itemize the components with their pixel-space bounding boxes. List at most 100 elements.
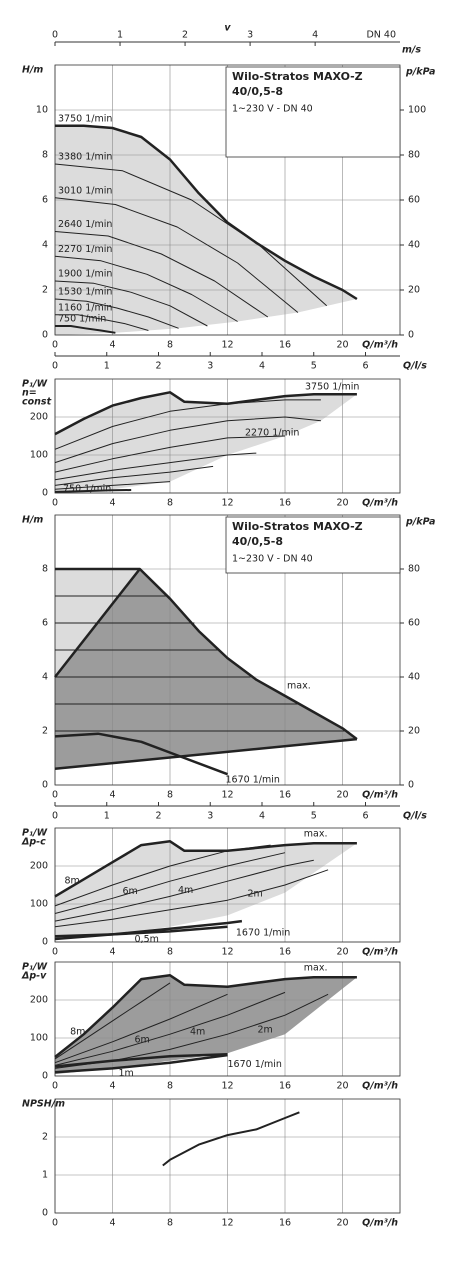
curve-label: max. [304, 963, 328, 974]
x-tick-label: 8 [167, 947, 173, 958]
x2-axis-label: m/s [402, 45, 421, 56]
curve-label: 3010 1/min [58, 185, 112, 196]
y-tick-label: 8 [42, 564, 48, 575]
curve [54, 993, 228, 1064]
x2-tick-label: 4 [312, 30, 318, 41]
curve [54, 231, 269, 318]
y2-tick-label: 40 [408, 672, 420, 683]
curve [54, 925, 228, 938]
x3-tick-label: 4 [259, 361, 265, 372]
y2-tick-label: 20 [408, 726, 420, 737]
title-box [225, 66, 401, 158]
curve-label: 750 1/min [63, 483, 111, 494]
x-tick-label: 16 [279, 1218, 291, 1229]
y2-tick-label: 40 [408, 240, 420, 251]
y2-tick-label: 20 [408, 285, 420, 296]
x-tick-label: 16 [279, 498, 291, 509]
x3-tick-label: 3 [207, 361, 213, 372]
x-tick-label: 8 [167, 790, 173, 801]
curve-label: 3750 1/min [58, 113, 112, 124]
curve-label: 2270 1/min [58, 244, 112, 255]
curve [54, 732, 228, 776]
curve [54, 481, 171, 490]
y2-axis-label: p/kPa [405, 67, 435, 78]
curve-label: 0,5m [135, 934, 159, 945]
curve [54, 844, 271, 907]
curve-label: 2270 1/min [245, 428, 299, 439]
y-tick-label: 0 [42, 330, 48, 341]
curve [54, 869, 329, 928]
y2-tick-label: 80 [408, 150, 420, 161]
plot-frame [54, 827, 401, 943]
x3-axis-label: Q/l/s [403, 811, 427, 822]
curve-label: max. [287, 680, 311, 691]
x-axis-label: Q/m³/h [362, 947, 398, 958]
x2-tick-label: 1 [117, 30, 123, 41]
x-tick-label: 12 [221, 498, 233, 509]
y2-tick-label: 0 [408, 330, 414, 341]
x2-tick-label: 2 [182, 30, 188, 41]
curve-label: 8m [65, 876, 80, 887]
area [55, 569, 357, 769]
curve [54, 197, 299, 313]
curve [54, 919, 243, 941]
area [55, 125, 357, 335]
curve [54, 737, 358, 771]
x-tick-label: 0 [52, 498, 58, 509]
y-tick-label: 200 [30, 861, 48, 872]
curve-label: 2640 1/min [58, 219, 112, 230]
y-axis-label: H/m [22, 515, 43, 526]
x-tick-label: 20 [336, 340, 348, 351]
curve-label: 1670 1/min [236, 928, 290, 939]
x-tick-label: 20 [336, 498, 348, 509]
y-tick-label: 0 [42, 780, 48, 791]
curve [54, 489, 132, 493]
curve [55, 314, 149, 331]
x-tick-label: 12 [221, 340, 233, 351]
x3-tick-label: 0 [52, 361, 58, 372]
x-tick-label: 16 [279, 790, 291, 801]
y-axis-label: P₁/W [22, 962, 48, 973]
curve-label: 1530 1/min [58, 287, 112, 298]
curve-label: 1160 1/min [58, 302, 112, 313]
curve [54, 298, 179, 329]
y-tick-label: 100 [30, 450, 48, 461]
x-tick-label: 8 [167, 1081, 173, 1092]
curve [54, 991, 286, 1066]
curve-label: 1670 1/min [226, 775, 280, 786]
x3-tick-label: 2 [155, 811, 161, 822]
title: 40/0,5-8 [232, 85, 283, 98]
x-tick-label: 4 [109, 1218, 115, 1229]
curve [54, 399, 321, 450]
plot-frame [54, 378, 401, 494]
y-axis-label: H/m [22, 65, 43, 76]
y2-tick-label: 100 [408, 105, 426, 116]
x3-tick-label: 0 [52, 811, 58, 822]
x3-tick-label: 2 [155, 361, 161, 372]
y-axis-label: P₁/W [22, 828, 48, 839]
y-tick-label: 6 [42, 618, 48, 629]
y2-tick-label: 60 [408, 618, 420, 629]
y-tick-label: 2 [42, 726, 48, 737]
x3-tick-label: 1 [104, 361, 110, 372]
subtitle: 1~230 V - DN 40 [232, 554, 313, 565]
curve-label: 1m [119, 1068, 134, 1079]
x-tick-label: 16 [279, 947, 291, 958]
y-tick-label: 1 [42, 1170, 48, 1181]
plot-frame [54, 961, 401, 1077]
curve [54, 840, 357, 898]
curve [54, 982, 171, 1060]
x-axis-label: Q/m³/h [362, 1218, 398, 1229]
x-tick-label: 12 [221, 947, 233, 958]
y-tick-label: 6 [42, 195, 48, 206]
x-tick-label: 20 [336, 790, 348, 801]
area [55, 975, 357, 1075]
curve-label: 4m [190, 1027, 205, 1038]
x-tick-label: 12 [221, 1218, 233, 1229]
curve-label: 1670 1/min [228, 1059, 282, 1070]
curve [54, 1053, 228, 1068]
y2-tick-label: 80 [408, 564, 420, 575]
title: Wilo-Stratos MAXO-Z [232, 520, 363, 533]
curve [54, 852, 286, 914]
